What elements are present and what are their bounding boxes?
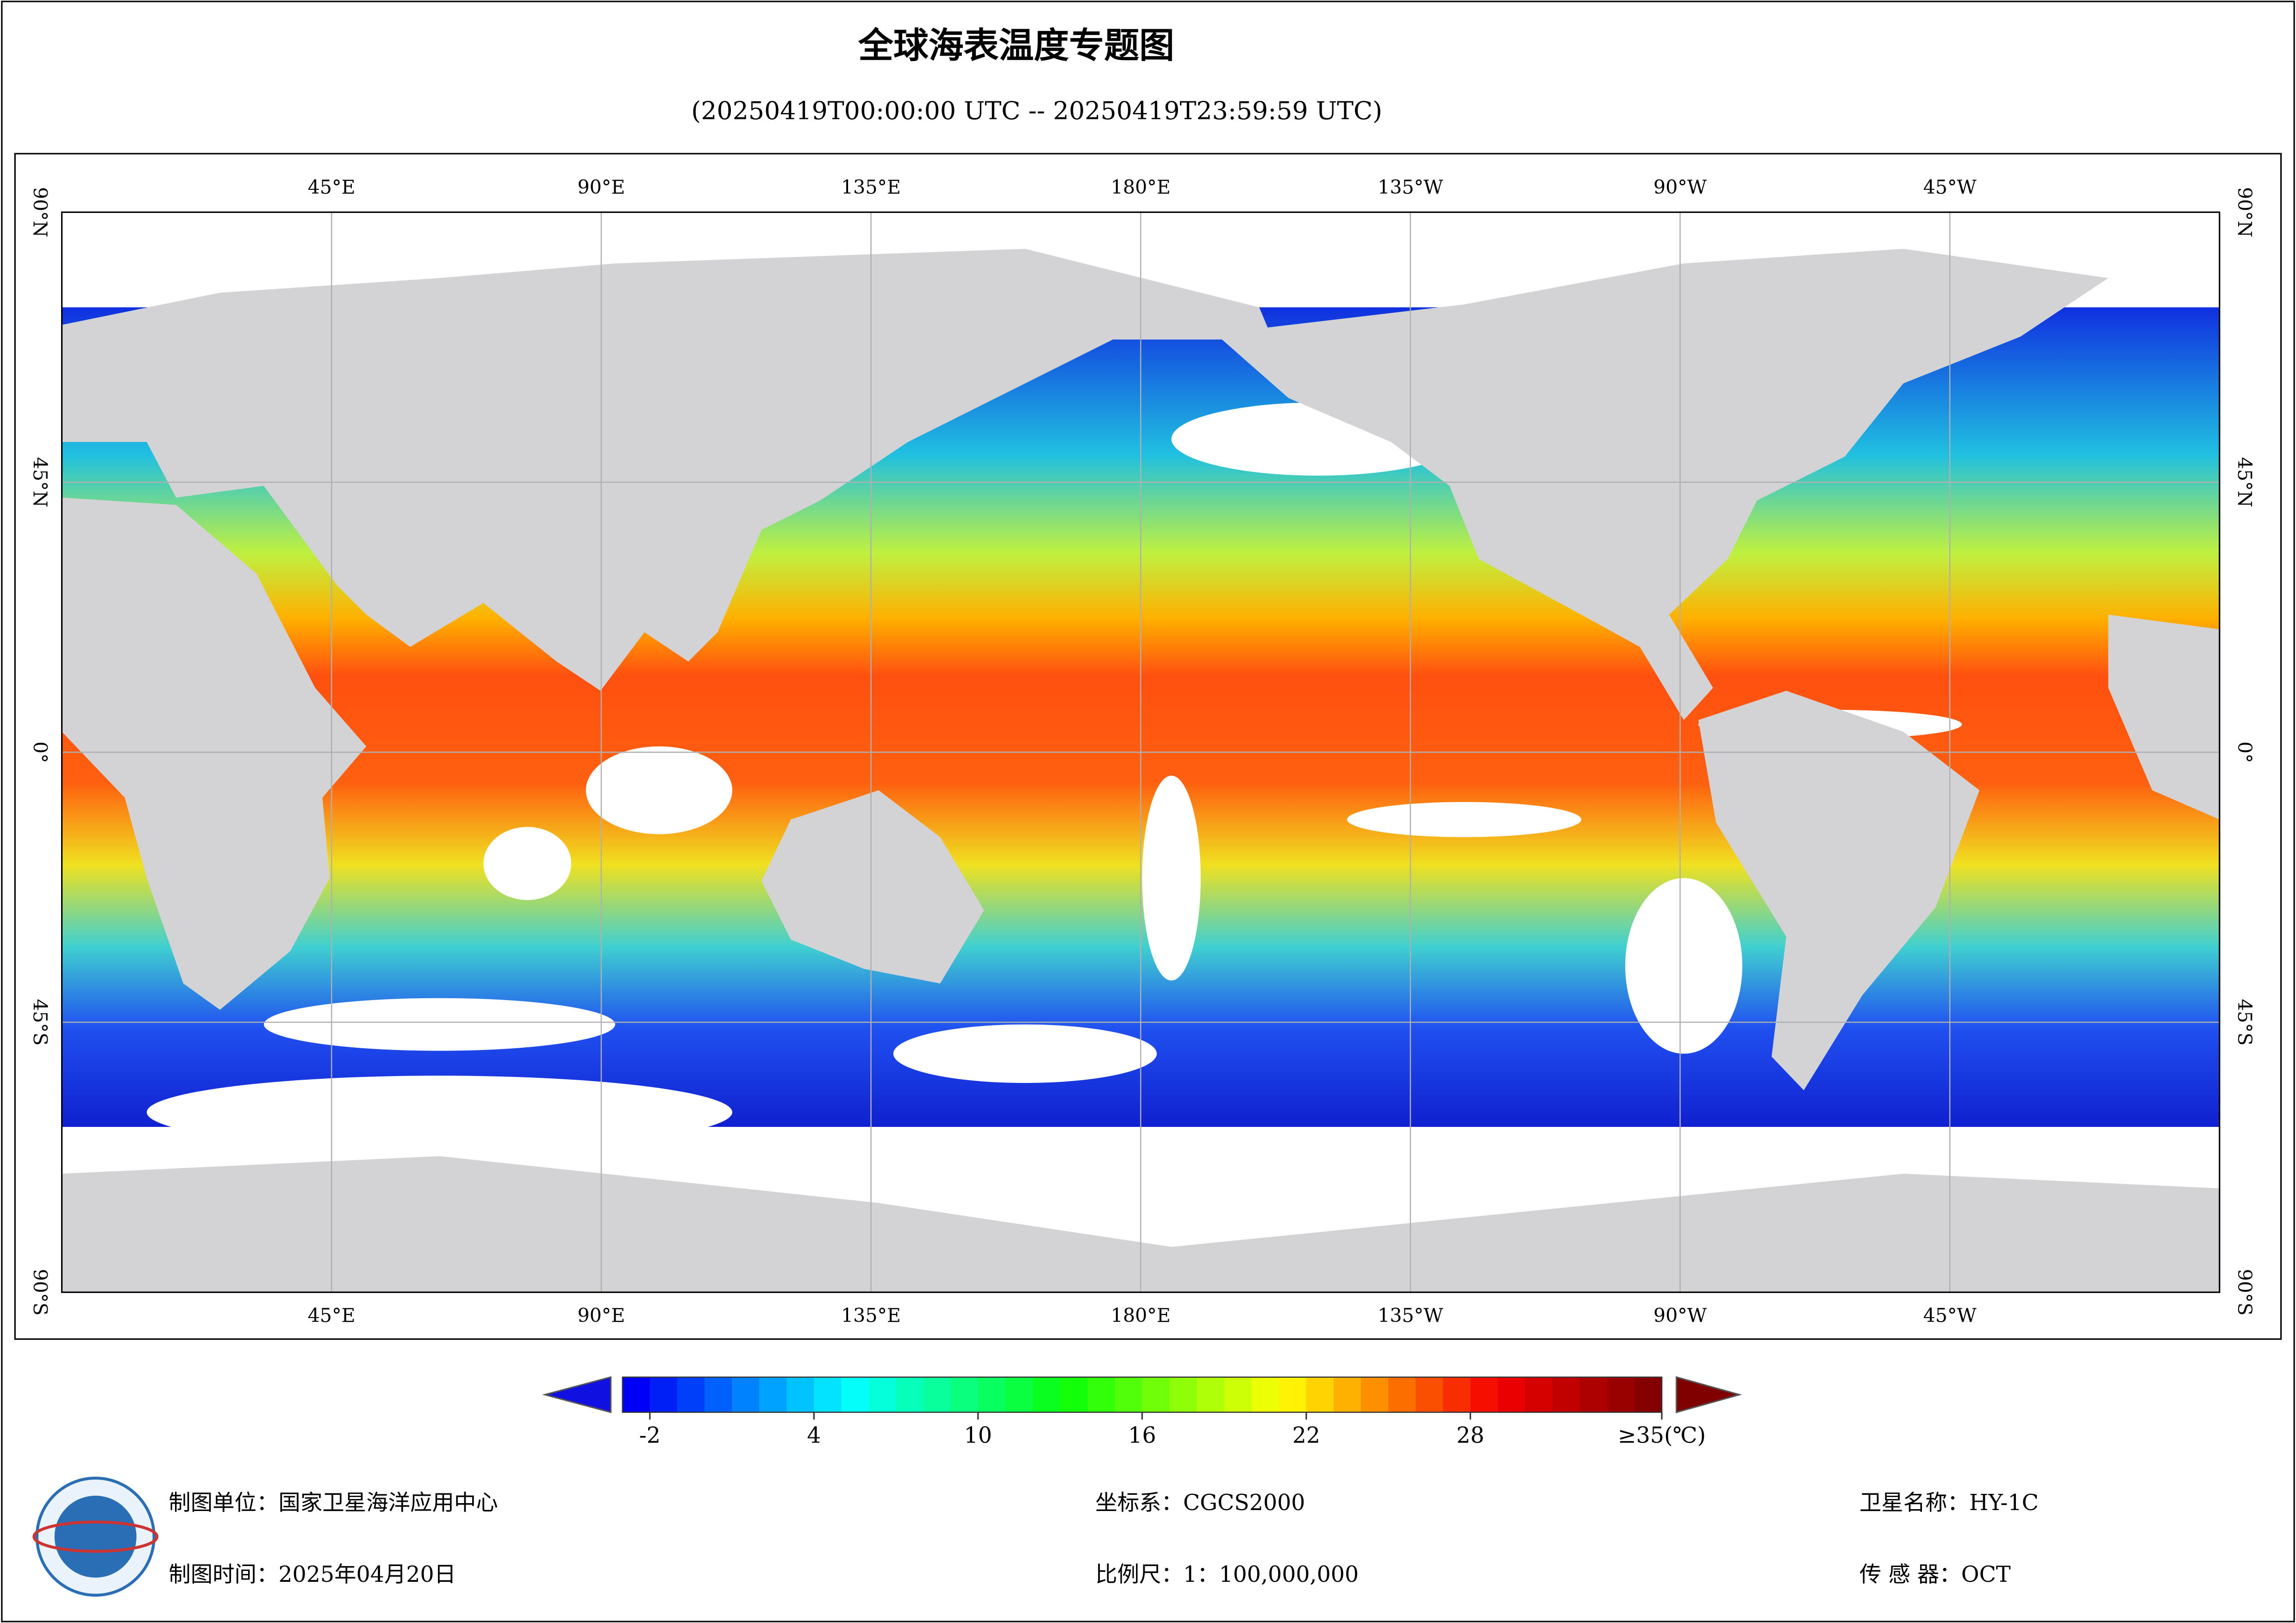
legend-cell xyxy=(1169,1377,1198,1412)
lon-label-top: 135°W xyxy=(1378,176,1443,198)
legend-label: 16 xyxy=(1128,1423,1156,1448)
legend-cell xyxy=(1552,1377,1580,1412)
legend-cell xyxy=(1087,1377,1116,1412)
footer-crs: 坐标系：CGCS2000 xyxy=(1095,1490,1305,1516)
legend-cell xyxy=(814,1377,842,1412)
legend-cell xyxy=(1306,1377,1334,1412)
lon-label-bottom: 180°E xyxy=(1111,1305,1171,1327)
lon-label-bottom: 135°W xyxy=(1378,1305,1443,1327)
legend-cell xyxy=(1497,1377,1526,1412)
legend-cell xyxy=(1197,1377,1225,1412)
lat-label-right: 45°N xyxy=(2234,457,2256,508)
legend-label: ≥35(℃) xyxy=(1618,1423,1706,1448)
legend-cell xyxy=(732,1377,760,1412)
legend-cell xyxy=(1361,1377,1389,1412)
legend-cell xyxy=(1279,1377,1307,1412)
legend-cell xyxy=(950,1377,979,1412)
legend-cell xyxy=(1142,1377,1170,1412)
legend-cell xyxy=(1416,1377,1444,1412)
subtitle: (20250419T00:00:00 UTC -- 20250419T23:59… xyxy=(691,96,1382,125)
legend-cell xyxy=(1470,1377,1498,1412)
legend-label: -2 xyxy=(639,1423,661,1448)
legend-cell xyxy=(1333,1377,1361,1412)
lat-label-right: 45°S xyxy=(2234,999,2256,1045)
legend-cell xyxy=(1443,1377,1471,1412)
legend-cell xyxy=(1005,1377,1033,1412)
footer-time: 制图时间：2025年04月20日 xyxy=(168,1562,456,1587)
legend-cell xyxy=(1251,1377,1279,1412)
lon-label-top: 90°W xyxy=(1653,176,1707,198)
lon-label-bottom: 90°E xyxy=(577,1305,625,1327)
legend-cell xyxy=(868,1377,897,1412)
legend-cell xyxy=(1388,1377,1416,1412)
map-frame xyxy=(14,153,2282,1340)
lon-label-bottom: 135°E xyxy=(841,1305,901,1327)
legend-cell xyxy=(786,1377,815,1412)
legend-cell xyxy=(704,1377,733,1412)
lon-label-top: 180°E xyxy=(1111,176,1171,198)
legend-cell xyxy=(841,1377,869,1412)
lon-label-bottom: 45°W xyxy=(1923,1305,1977,1327)
legend-cell xyxy=(649,1377,678,1412)
legend-cell xyxy=(1607,1377,1635,1412)
legend-label: 4 xyxy=(807,1423,821,1448)
lon-label-top: 45°W xyxy=(1923,176,1977,198)
lat-label-right: 90°S xyxy=(2234,1269,2256,1316)
lat-label-left: 45°N xyxy=(29,457,51,508)
legend-arrow-low xyxy=(542,1376,612,1413)
lat-label-left: 45°S xyxy=(29,999,51,1045)
title: 全球海表温度专题图 xyxy=(858,25,1174,66)
map-border xyxy=(61,211,2221,1293)
lon-label-bottom: 90°W xyxy=(1653,1305,1707,1327)
legend-cell xyxy=(1224,1377,1252,1412)
legend-cell xyxy=(1525,1377,1553,1412)
footer-satellite: 卫星名称：HY-1C xyxy=(1859,1490,2039,1516)
map-body xyxy=(61,211,2221,1293)
lat-label-right: 90°N xyxy=(2234,187,2256,237)
lat-label-left: 0° xyxy=(29,741,51,763)
footer-scale: 比例尺：1：100,000,000 xyxy=(1095,1562,1359,1587)
legend-cell xyxy=(1634,1377,1662,1412)
lat-label-right: 0° xyxy=(2234,741,2256,763)
footer-sensor: 传 感 器：OCT xyxy=(1859,1562,2011,1587)
legend-cell xyxy=(677,1377,705,1412)
legend-cell xyxy=(1060,1377,1088,1412)
legend-label: 10 xyxy=(964,1423,992,1448)
legend-cell xyxy=(759,1377,787,1412)
logo xyxy=(32,1476,159,1597)
legend-cell xyxy=(622,1377,650,1412)
lon-label-bottom: 45°E xyxy=(308,1305,356,1327)
lon-label-top: 135°E xyxy=(841,176,901,198)
legend-label: 22 xyxy=(1292,1423,1320,1448)
lon-label-top: 90°E xyxy=(577,176,625,198)
legend-cell xyxy=(1033,1377,1061,1412)
legend-cell xyxy=(1115,1377,1143,1412)
lon-label-top: 45°E xyxy=(308,176,356,198)
lat-label-left: 90°N xyxy=(29,187,51,237)
legend-cell xyxy=(1579,1377,1608,1412)
legend-cell xyxy=(896,1377,924,1412)
legend-label: 28 xyxy=(1456,1423,1484,1448)
legend-arrow-high xyxy=(1676,1376,1742,1413)
lat-label-left: 90°S xyxy=(29,1269,51,1316)
footer-unit: 制图单位：国家卫星海洋应用中心 xyxy=(168,1490,498,1516)
legend-cell xyxy=(978,1377,1006,1412)
legend-cell xyxy=(923,1377,951,1412)
